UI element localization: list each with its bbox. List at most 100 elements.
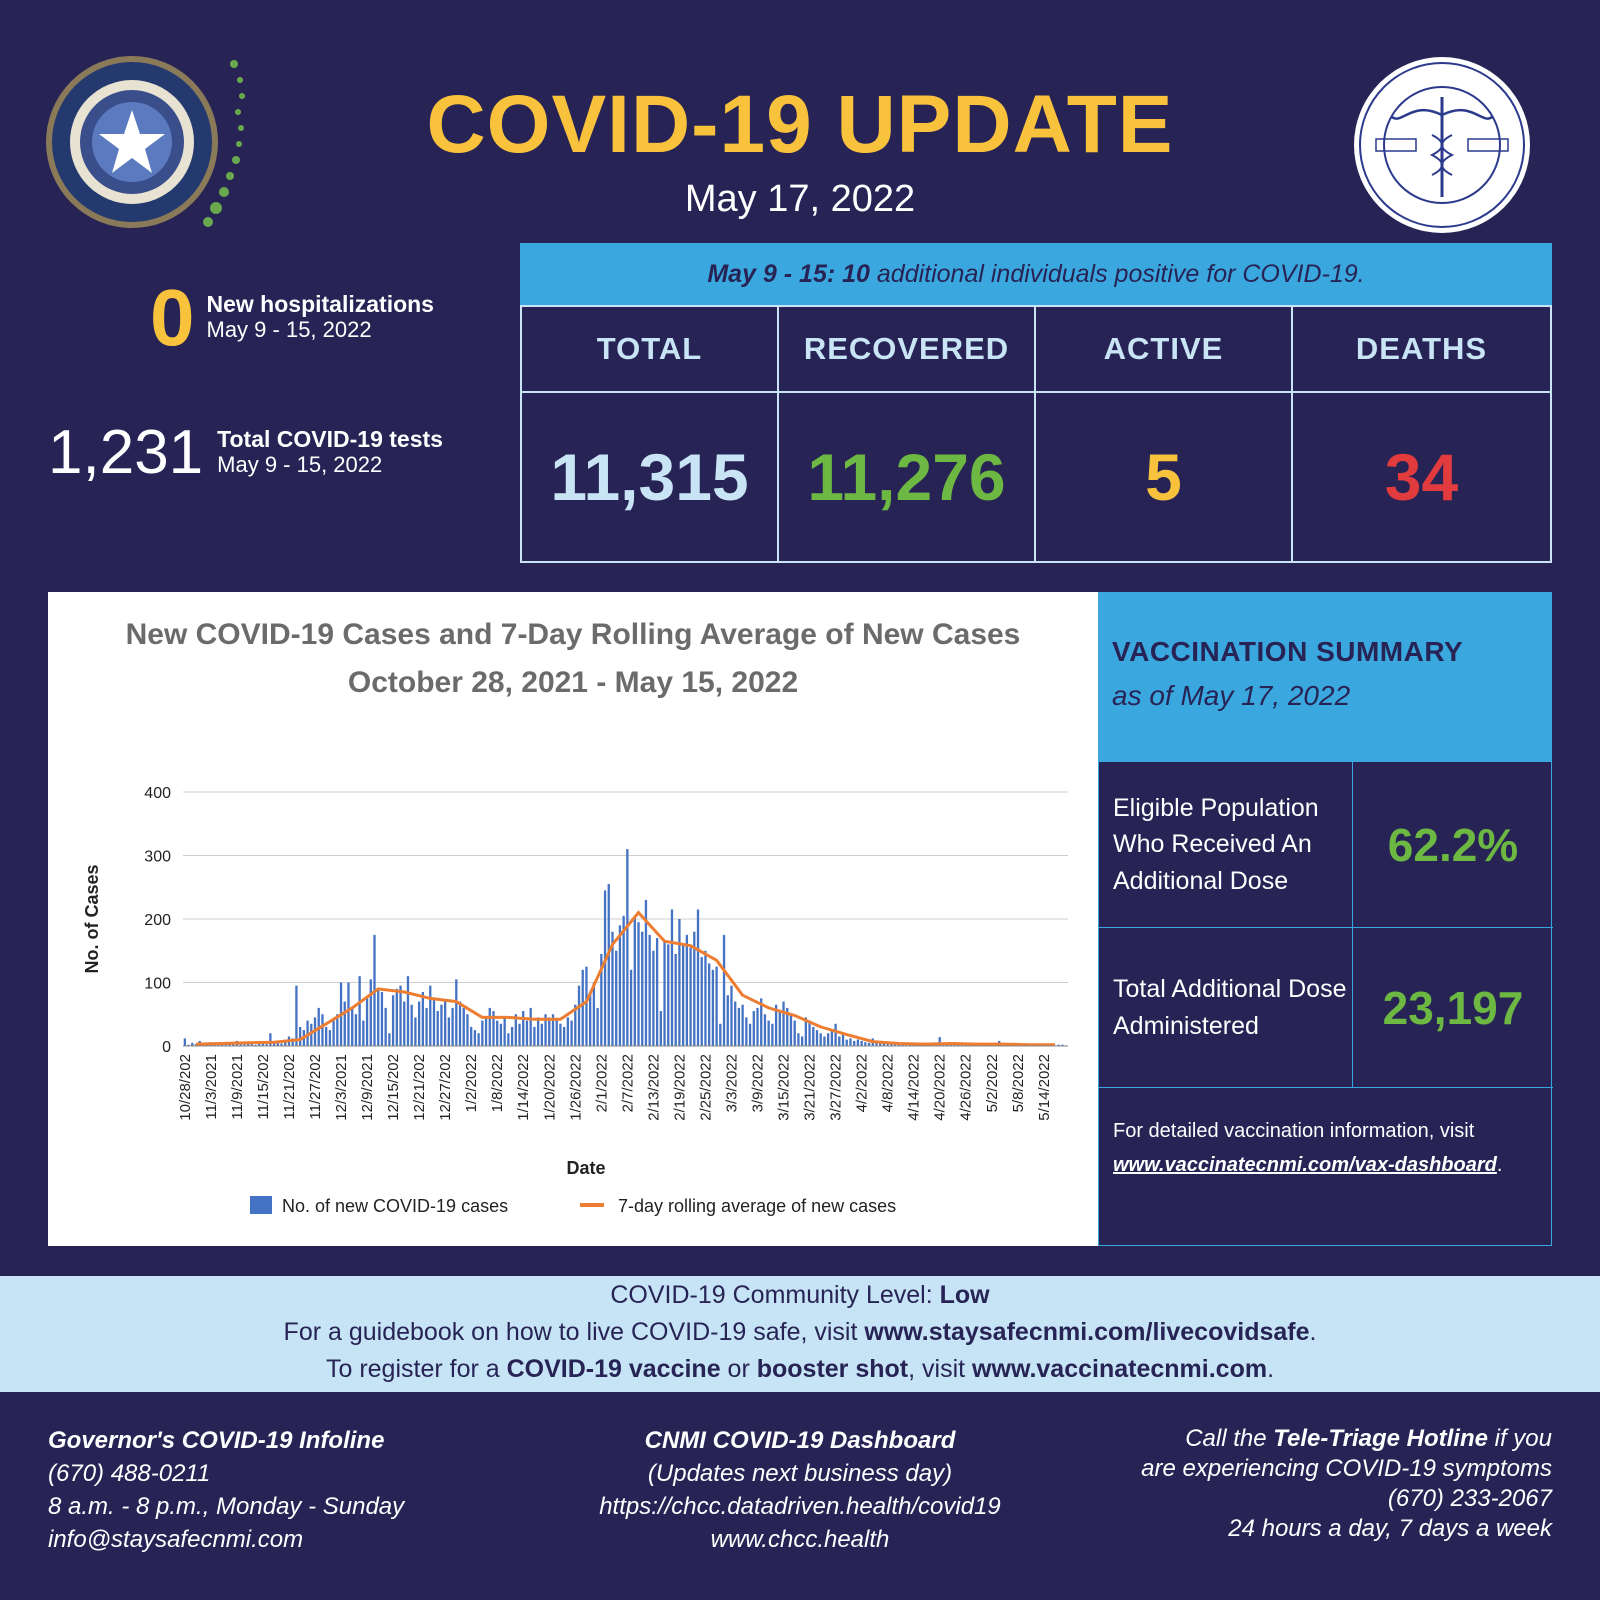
bar — [879, 1042, 882, 1046]
y-tick-label: 400 — [144, 785, 171, 802]
bar — [596, 1007, 599, 1046]
bar — [354, 1014, 358, 1046]
bar — [708, 963, 711, 1046]
y-tick-label: 300 — [144, 849, 171, 866]
vaccination-row-label: Eligible Population Who Received An Addi… — [1099, 762, 1353, 927]
bar — [641, 931, 644, 1046]
bar — [540, 1023, 543, 1046]
bar — [659, 1011, 662, 1046]
vaccination-row-value: 62.2% — [1387, 818, 1519, 871]
bar — [470, 1026, 473, 1046]
header-active: ACTIVE — [1036, 307, 1293, 393]
bar — [384, 1007, 387, 1046]
community-info-band: COVID-19 Community Level: Low For a guid… — [0, 1276, 1600, 1392]
bar — [685, 934, 689, 1046]
vaccination-title: VACCINATION SUMMARY — [1112, 636, 1464, 667]
vaccination-note-suffix: . — [1496, 1154, 1503, 1176]
bar — [477, 1033, 480, 1046]
x-tick-label: 5/8/2022 — [1010, 1054, 1027, 1112]
bar — [804, 1017, 807, 1046]
bar — [321, 1014, 324, 1046]
bar — [239, 1043, 242, 1046]
bar — [555, 1020, 558, 1046]
x-tick-label: 5/14/2022 — [1036, 1054, 1053, 1121]
bar — [897, 1044, 900, 1046]
bar — [503, 1017, 506, 1046]
bar — [462, 1007, 465, 1046]
bar — [306, 1020, 309, 1046]
x-tick-label: 4/14/2022 — [906, 1054, 923, 1121]
bar — [194, 1044, 198, 1046]
chcc-url[interactable]: www.chcc.health — [710, 1526, 890, 1553]
register-text-e: , visit — [908, 1355, 973, 1383]
bar — [823, 1036, 826, 1046]
bar — [206, 1044, 209, 1046]
vax-dashboard-link[interactable]: www.vaccinatecnmi.com/vax-dashboard — [1113, 1154, 1497, 1176]
bar — [473, 1030, 477, 1046]
guidebook-line: For a guidebook on how to live COVID-19 … — [0, 1314, 1600, 1351]
bar — [536, 1017, 540, 1046]
bar — [1057, 1044, 1060, 1046]
bar — [228, 1044, 231, 1046]
bar — [272, 1042, 276, 1046]
tests-period: May 9 - 15, 2022 — [217, 452, 383, 478]
y-tick-label: 100 — [144, 976, 171, 993]
bar — [298, 1026, 302, 1046]
bar — [760, 998, 763, 1046]
bar — [377, 988, 380, 1046]
bar — [310, 1023, 313, 1046]
guidebook-link[interactable]: www.staysafecnmi.com/livecovidsafe — [864, 1318, 1310, 1346]
bar — [711, 969, 715, 1046]
bar — [432, 998, 436, 1046]
hotline-phone[interactable]: (670) 233-2067 — [1387, 1485, 1552, 1512]
bar — [670, 909, 674, 1046]
bar — [328, 1030, 332, 1046]
register-link[interactable]: www.vaccinatecnmi.com — [972, 1355, 1268, 1383]
infoline-email[interactable]: info@staysafecnmi.com — [48, 1526, 304, 1553]
bar — [589, 992, 592, 1046]
bar — [800, 1036, 804, 1046]
update-date: May 17, 2022 — [684, 178, 916, 220]
x-tick-label: 12/9/2021 — [359, 1054, 376, 1121]
bar — [722, 934, 726, 1046]
bar — [347, 982, 350, 1046]
bar — [451, 1007, 454, 1046]
x-tick-label: 11/21/202 — [281, 1054, 298, 1120]
bar — [618, 925, 622, 1046]
bar — [518, 1023, 521, 1046]
bar — [525, 1020, 529, 1046]
x-tick-label: 3/9/2022 — [750, 1054, 767, 1112]
rolling-average-line — [195, 910, 1055, 1047]
bar — [748, 1023, 752, 1046]
bar — [752, 1011, 755, 1046]
infoline-phone[interactable]: (670) 488-0211 — [48, 1460, 211, 1487]
bar — [417, 1001, 421, 1046]
bar — [607, 884, 610, 1046]
vaccination-as-of: as of May 17, 2022 — [1112, 680, 1351, 711]
bar — [629, 969, 633, 1046]
tests-stat: 1,231 Total COVID-19 tests May 9 - 15, 2… — [48, 422, 443, 484]
bar — [514, 1014, 517, 1046]
bar — [507, 1033, 510, 1046]
bar — [577, 985, 581, 1046]
bar — [674, 953, 677, 1046]
x-tick-label: 3/21/2022 — [802, 1054, 819, 1121]
x-tick-label: 4/26/2022 — [958, 1054, 975, 1121]
bar — [466, 1014, 469, 1046]
bar — [280, 1043, 283, 1046]
bar — [603, 890, 607, 1046]
bar — [667, 944, 670, 1046]
bar — [191, 1042, 194, 1046]
bar — [258, 1043, 261, 1046]
register-text-c: or — [720, 1355, 757, 1383]
bar — [1061, 1044, 1064, 1046]
dashboard-url[interactable]: https://chcc.datadriven.health/covid19 — [599, 1493, 1001, 1520]
bar — [570, 1020, 573, 1046]
bar — [254, 1044, 257, 1046]
hospitalizations-label: New hospitalizations — [206, 291, 434, 318]
bar — [391, 995, 395, 1046]
vaccination-row-value: 23,197 — [1382, 981, 1524, 1034]
community-level-text: COVID-19 Community Level: — [610, 1281, 940, 1309]
bar — [882, 1043, 886, 1046]
x-tick-label: 5/2/2022 — [984, 1054, 1001, 1112]
